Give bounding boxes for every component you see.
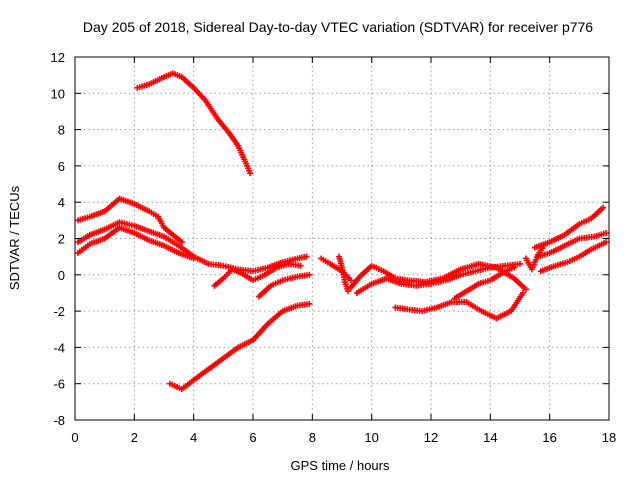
data-point xyxy=(297,262,304,269)
y-tick-label: 0 xyxy=(58,268,65,283)
grid xyxy=(75,57,609,420)
data-point xyxy=(303,253,310,260)
data-point xyxy=(247,170,254,177)
x-tick-label: 2 xyxy=(131,430,138,445)
data-point xyxy=(540,242,547,249)
y-tick-label: 4 xyxy=(58,195,65,210)
y-tick-label: -2 xyxy=(53,304,65,319)
series-track-upper-hump xyxy=(74,195,185,246)
series-track-4to6-dip xyxy=(211,260,304,289)
series-track-high-arc xyxy=(134,70,254,177)
data-point xyxy=(519,289,526,296)
data-point xyxy=(600,204,607,211)
data-point xyxy=(347,277,354,284)
data-point xyxy=(517,260,523,267)
chart-title: Day 205 of 2018, Sidereal Day-to-day VTE… xyxy=(83,19,593,35)
x-tick-label: 14 xyxy=(483,430,497,445)
series-track-middle-c xyxy=(392,289,526,322)
x-tick-label: 12 xyxy=(424,430,438,445)
data-point xyxy=(306,271,313,278)
data-point xyxy=(306,300,313,307)
x-tick-label: 6 xyxy=(249,430,256,445)
x-tick-label: 10 xyxy=(364,430,378,445)
series-track-13-14 xyxy=(451,264,518,302)
y-tick-label: 10 xyxy=(51,86,65,101)
y-tick-label: -6 xyxy=(53,377,65,392)
y-tick-label: 12 xyxy=(51,50,65,65)
y-tick-label: 6 xyxy=(58,159,65,174)
series-track-rising xyxy=(166,300,313,393)
series-track-15-cluster xyxy=(522,242,547,273)
y-axis-label: SDTVAR / TECUs xyxy=(7,185,22,290)
x-tick-label: 4 xyxy=(190,430,197,445)
x-tick-label: 0 xyxy=(71,430,78,445)
data-point xyxy=(344,288,351,295)
axis-ticks: 0 2 4 6 8 10 12 14 16 18 -8 -6 -4 -2 0 2 4 6 8 10 12 xyxy=(51,50,617,445)
x-axis-label: GPS time / hours xyxy=(291,458,390,473)
series-track-9-spike xyxy=(336,253,351,295)
data-point xyxy=(603,239,610,246)
y-tick-label: 8 xyxy=(58,123,65,138)
x-tick-label: 18 xyxy=(602,430,616,445)
data-point xyxy=(511,264,518,271)
data-points xyxy=(74,70,610,393)
data-point xyxy=(522,286,529,293)
x-tick-label: 8 xyxy=(309,430,316,445)
data-point xyxy=(190,255,197,262)
series-track-lower-hump xyxy=(74,224,197,262)
data-point xyxy=(178,239,185,246)
series-track-6to8-lower xyxy=(255,271,313,300)
y-tick-label: -8 xyxy=(53,413,65,428)
series-track-end-upper xyxy=(531,204,607,251)
data-point xyxy=(603,230,610,237)
x-tick-label: 16 xyxy=(542,430,556,445)
y-tick-label: 2 xyxy=(58,232,65,247)
y-tick-label: -4 xyxy=(53,340,65,355)
series-track-middle-hump xyxy=(74,219,310,275)
series-track-end-lower xyxy=(537,239,610,275)
